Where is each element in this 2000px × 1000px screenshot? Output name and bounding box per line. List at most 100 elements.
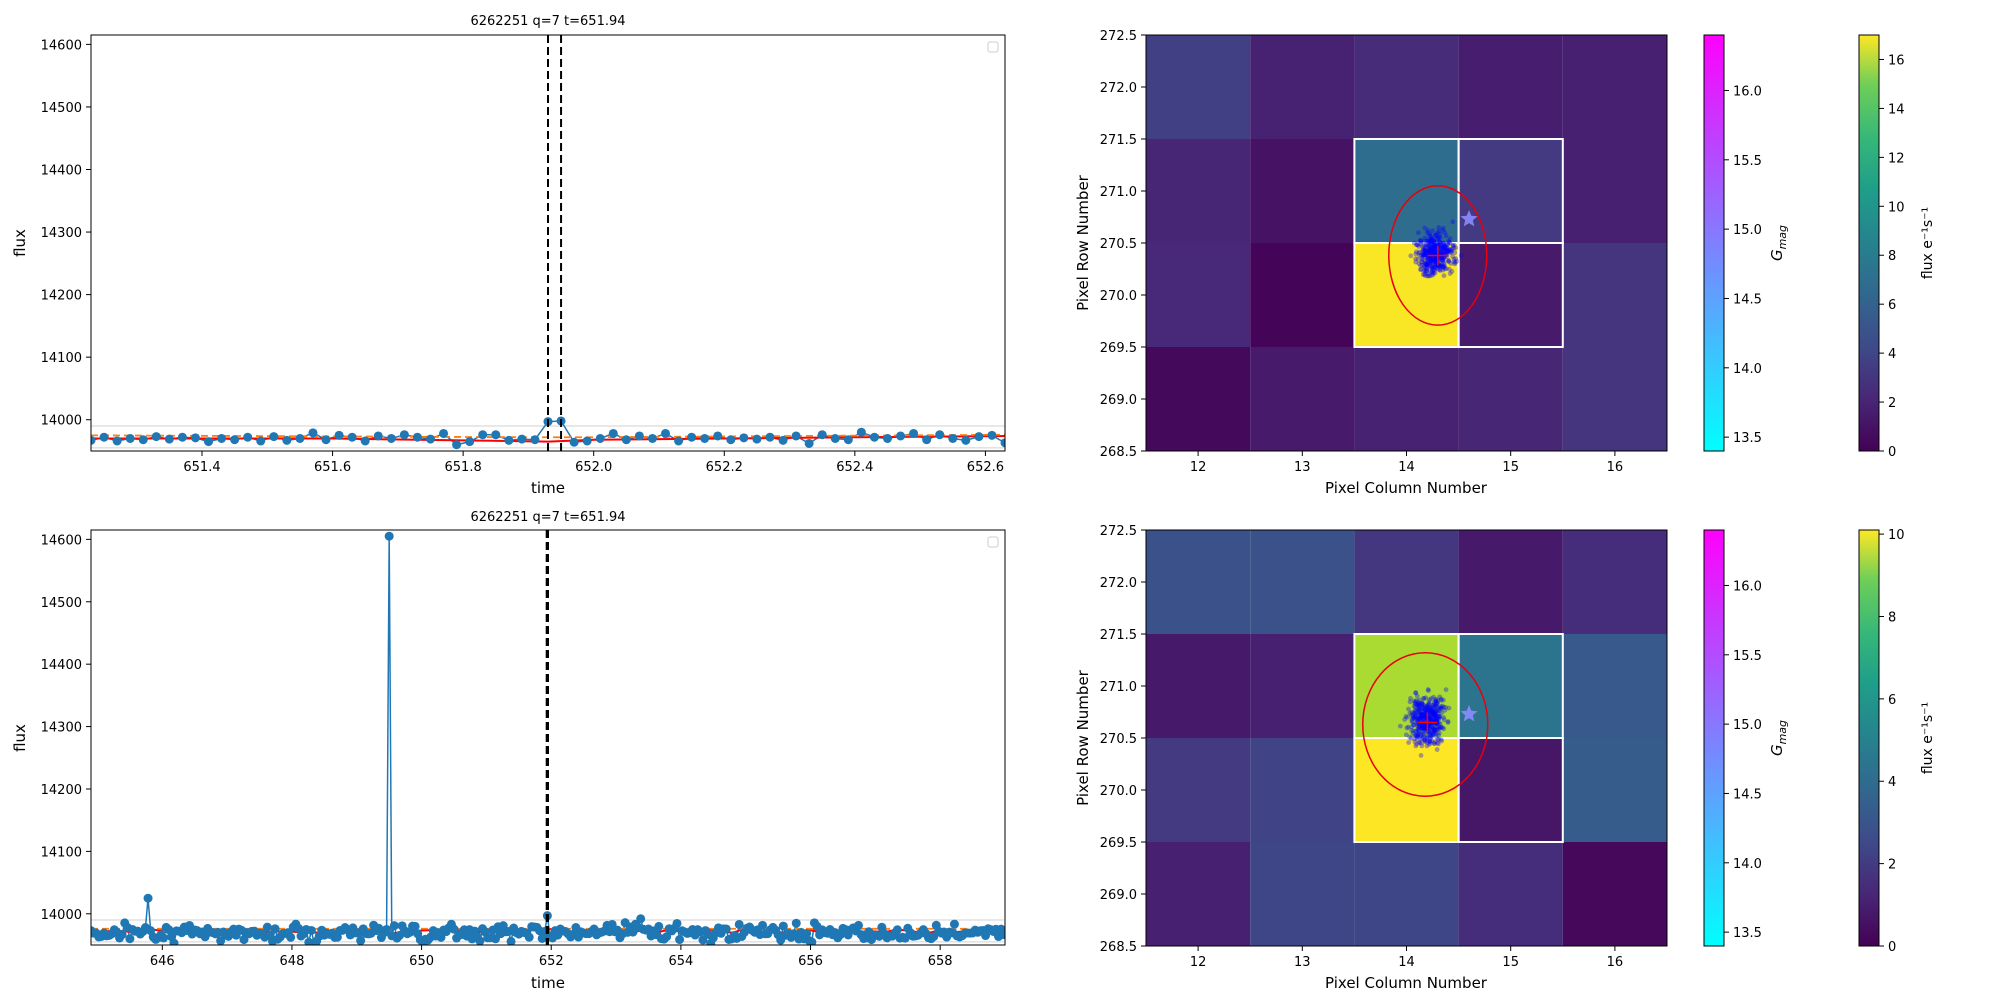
centroid-sample-point: [1432, 741, 1437, 747]
centroid-sample-point: [1422, 258, 1428, 264]
centroid-sample-point: [1450, 242, 1456, 248]
centroid-sample-point: [1432, 727, 1438, 733]
centroid-sample-point: [1432, 728, 1437, 734]
centroid-sample-point: [1427, 725, 1432, 730]
centroid-sample-point: [1419, 724, 1424, 730]
centroid-sample-point: [1417, 252, 1422, 258]
centroid-sample-point: [1413, 714, 1419, 720]
gmag-tick-label: 15.0: [1733, 718, 1762, 733]
x-tick-label: 15: [1502, 955, 1519, 970]
centroid-sample-point: [1424, 247, 1430, 253]
flux-point: [922, 435, 932, 445]
centroid-sample-point: [1441, 241, 1447, 246]
centroid-sample-point: [1409, 724, 1414, 730]
centroid-sample-point: [1425, 228, 1431, 233]
centroid-sample-point: [1427, 266, 1433, 272]
flux-point: [726, 435, 736, 445]
centroid-sample-point: [1438, 245, 1444, 251]
plot-frame: [90, 529, 1006, 946]
pixel-cell: [1146, 243, 1251, 347]
flux-point: [478, 430, 488, 440]
centroid-sample-point: [1422, 713, 1427, 719]
centroid-sample-point: [1423, 261, 1429, 267]
centroid-sample-point: [1428, 236, 1433, 242]
pixel-cell: [1146, 738, 1251, 842]
centroid-sample-point: [1414, 249, 1419, 255]
centroid-sample-point: [1415, 706, 1420, 712]
centroid-sample-point: [1451, 256, 1457, 262]
y-tick-label: 14400: [41, 163, 82, 178]
flux-point: [306, 925, 316, 935]
y-tick-label: 271.0: [1100, 185, 1137, 200]
flux-point: [389, 921, 399, 931]
centroid-sample-point: [1416, 712, 1422, 718]
centroid-sample-point: [1438, 705, 1444, 711]
centroid-sample-point: [1432, 712, 1438, 718]
tpf-heatmap-top-panel: Pixel Column Number Pixel Row Number 0 2 4…: [1074, 29, 1936, 497]
centroid-sample-point: [1397, 723, 1403, 729]
flux-point: [384, 531, 394, 541]
centroid-sample-point: [1415, 733, 1421, 739]
centroid-sample-point: [1428, 247, 1434, 253]
centroid-sample-point: [1429, 255, 1435, 261]
x-tick-label: 651.8: [445, 460, 482, 475]
centroid-sample-point: [1421, 696, 1427, 701]
centroid-sample-point: [1428, 247, 1433, 253]
centroid-sample-point: [1416, 724, 1422, 730]
centroid-sample-point: [1446, 247, 1452, 253]
centroid-sample-point: [1422, 725, 1428, 731]
centroid-sample-point: [1415, 242, 1420, 247]
centroid-sample-point: [1420, 716, 1426, 722]
centroid-sample-point: [1443, 704, 1448, 710]
centroid-sample-point: [1431, 710, 1436, 716]
centroid-sample-point: [1424, 708, 1429, 713]
centroid-sample-point: [1412, 739, 1418, 745]
centroid-sample-point: [1417, 708, 1423, 714]
centroid-sample-point: [1427, 739, 1433, 744]
centroid-sample-point: [1415, 700, 1421, 706]
flux-point: [882, 433, 892, 443]
centroid-sample-point: [1412, 736, 1418, 742]
flux-point: [475, 936, 485, 945]
centroid-sample-point: [1423, 241, 1429, 247]
gmag-tick-label: 15.0: [1733, 223, 1762, 238]
x-tick-label: 654: [668, 954, 693, 969]
flux-point: [817, 430, 827, 440]
flux-point: [169, 938, 179, 945]
flux-point: [721, 924, 731, 934]
centroid-sample-point: [1428, 710, 1433, 716]
centroid-sample-point: [1419, 711, 1425, 717]
centroid-sample-point: [1433, 258, 1438, 264]
centroid-sample-point: [1419, 743, 1425, 749]
x-tick-label: 13: [1294, 955, 1311, 970]
y-tick-label: 14100: [41, 845, 82, 860]
centroid-sample-point: [1438, 240, 1444, 246]
centroid-sample-point: [1411, 703, 1417, 709]
centroid-sample-point: [1428, 733, 1434, 739]
centroid-sample-point: [1419, 243, 1425, 248]
centroid-sample-point: [1427, 249, 1433, 255]
pixel-cell: [1146, 842, 1251, 946]
centroid-sample-point: [1437, 708, 1443, 713]
centroid-sample-point: [1422, 726, 1427, 732]
centroid-sample-point: [1419, 705, 1425, 711]
y-tick-label: 270.0: [1100, 289, 1137, 304]
centroid-sample-point: [1439, 256, 1444, 261]
centroid-sample-point: [1425, 239, 1431, 244]
legend-box: [987, 41, 999, 53]
centroid-sample-point: [1427, 731, 1433, 736]
centroid-sample-point: [1453, 256, 1459, 262]
centroid-sample-point: [1435, 710, 1441, 716]
centroid-sample-point: [1431, 717, 1437, 722]
flux-point: [412, 432, 422, 442]
centroid-sample-point: [1420, 729, 1426, 734]
centroid-sample-point: [1420, 712, 1426, 718]
centroid-sample-point: [1425, 256, 1431, 261]
centroid-sample-point: [1432, 243, 1438, 249]
centroid-sample-point: [1441, 265, 1446, 271]
centroid-sample-point: [1440, 241, 1446, 247]
centroid-sample-point: [1410, 720, 1416, 725]
centroid-sample-point: [1427, 736, 1433, 741]
flux-colorbar-gradient: [1858, 34, 1880, 452]
centroid-sample-point: [1421, 269, 1427, 274]
